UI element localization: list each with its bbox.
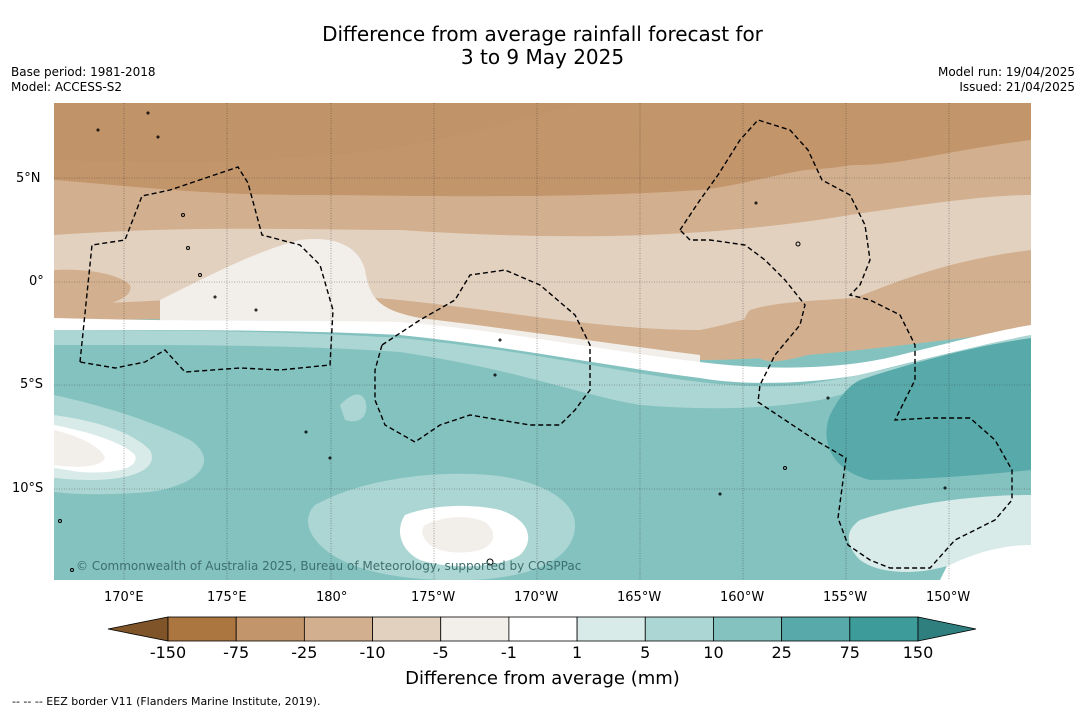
colorbar-bin: [167, 616, 237, 642]
colorbar-bin: [440, 616, 510, 642]
eez-borders: [79, 119, 1013, 569]
colorbar-title: Difference from average (mm): [405, 668, 680, 689]
colorbar: [107, 616, 977, 642]
lon-label-160w: 160°W: [720, 590, 765, 605]
map-title-line2: 3 to 9 May 2025: [460, 45, 625, 69]
lon-label-175w: 175°W: [411, 590, 456, 605]
island-outlines: [58, 111, 947, 572]
copyright-notice: © Commonwealth of Australia 2025, Bureau…: [76, 559, 582, 573]
lat-label-5n: 5°N: [16, 171, 41, 186]
colorbar-tick-label: 150: [902, 643, 934, 662]
lon-label-180: 180°: [316, 590, 348, 605]
colorbar-tick-label: -75: [223, 643, 250, 662]
colorbar-tick-label: -10: [359, 643, 386, 662]
lon-label-170e: 170°E: [104, 590, 144, 605]
colorbar-tick-label: 5: [640, 643, 651, 662]
lon-label-165w: 165°W: [617, 590, 662, 605]
lon-label-170w: 170°W: [514, 590, 559, 605]
model-name: Model: ACCESS-S2: [11, 80, 123, 94]
lon-label-155w: 155°W: [823, 590, 868, 605]
lat-label-10s: 10°S: [12, 481, 44, 496]
colorbar-bin: [644, 616, 714, 642]
issued-date: Issued: 21/04/2025: [959, 80, 1075, 94]
colorbar-extend-high: [917, 616, 977, 642]
colorbar-tick-label: -1: [500, 643, 517, 662]
colorbar-bin: [235, 616, 305, 642]
colorbar-bin: [508, 616, 578, 642]
colorbar-bin: [713, 616, 783, 642]
colorbar-extend-low: [107, 616, 169, 642]
colorbar-bin: [303, 616, 373, 642]
model-run-date: Model run: 19/04/2025: [937, 65, 1075, 79]
graticule: [54, 103, 1031, 580]
base-period: Base period: 1981-2018: [11, 65, 156, 79]
colorbar-tick-label: 10: [703, 643, 724, 662]
lat-label-5s: 5°S: [20, 377, 44, 392]
colorbar-bin: [372, 616, 442, 642]
colorbar-bin: [781, 616, 851, 642]
lat-label-equator: 0°: [29, 274, 44, 289]
rainfall-map-fill: [54, 103, 1031, 580]
colorbar-tick-label: -5: [432, 643, 449, 662]
colorbar-tick-label: 1: [571, 643, 583, 662]
lon-label-175e: 175°E: [207, 590, 247, 605]
colorbar-tick-label: 75: [839, 643, 860, 662]
map-title-line1: Difference from average rainfall forecas…: [322, 22, 763, 46]
lon-label-150w: 150°W: [926, 590, 971, 605]
eez-footnote: -- -- -- EEZ border V11 (Flanders Marine…: [12, 695, 321, 708]
colorbar-bin: [576, 616, 646, 642]
colorbar-tick-label: -25: [291, 643, 318, 662]
colorbar-bin: [849, 616, 919, 642]
colorbar-tick-label: -150: [149, 643, 187, 662]
colorbar-tick-label: 25: [771, 643, 792, 662]
